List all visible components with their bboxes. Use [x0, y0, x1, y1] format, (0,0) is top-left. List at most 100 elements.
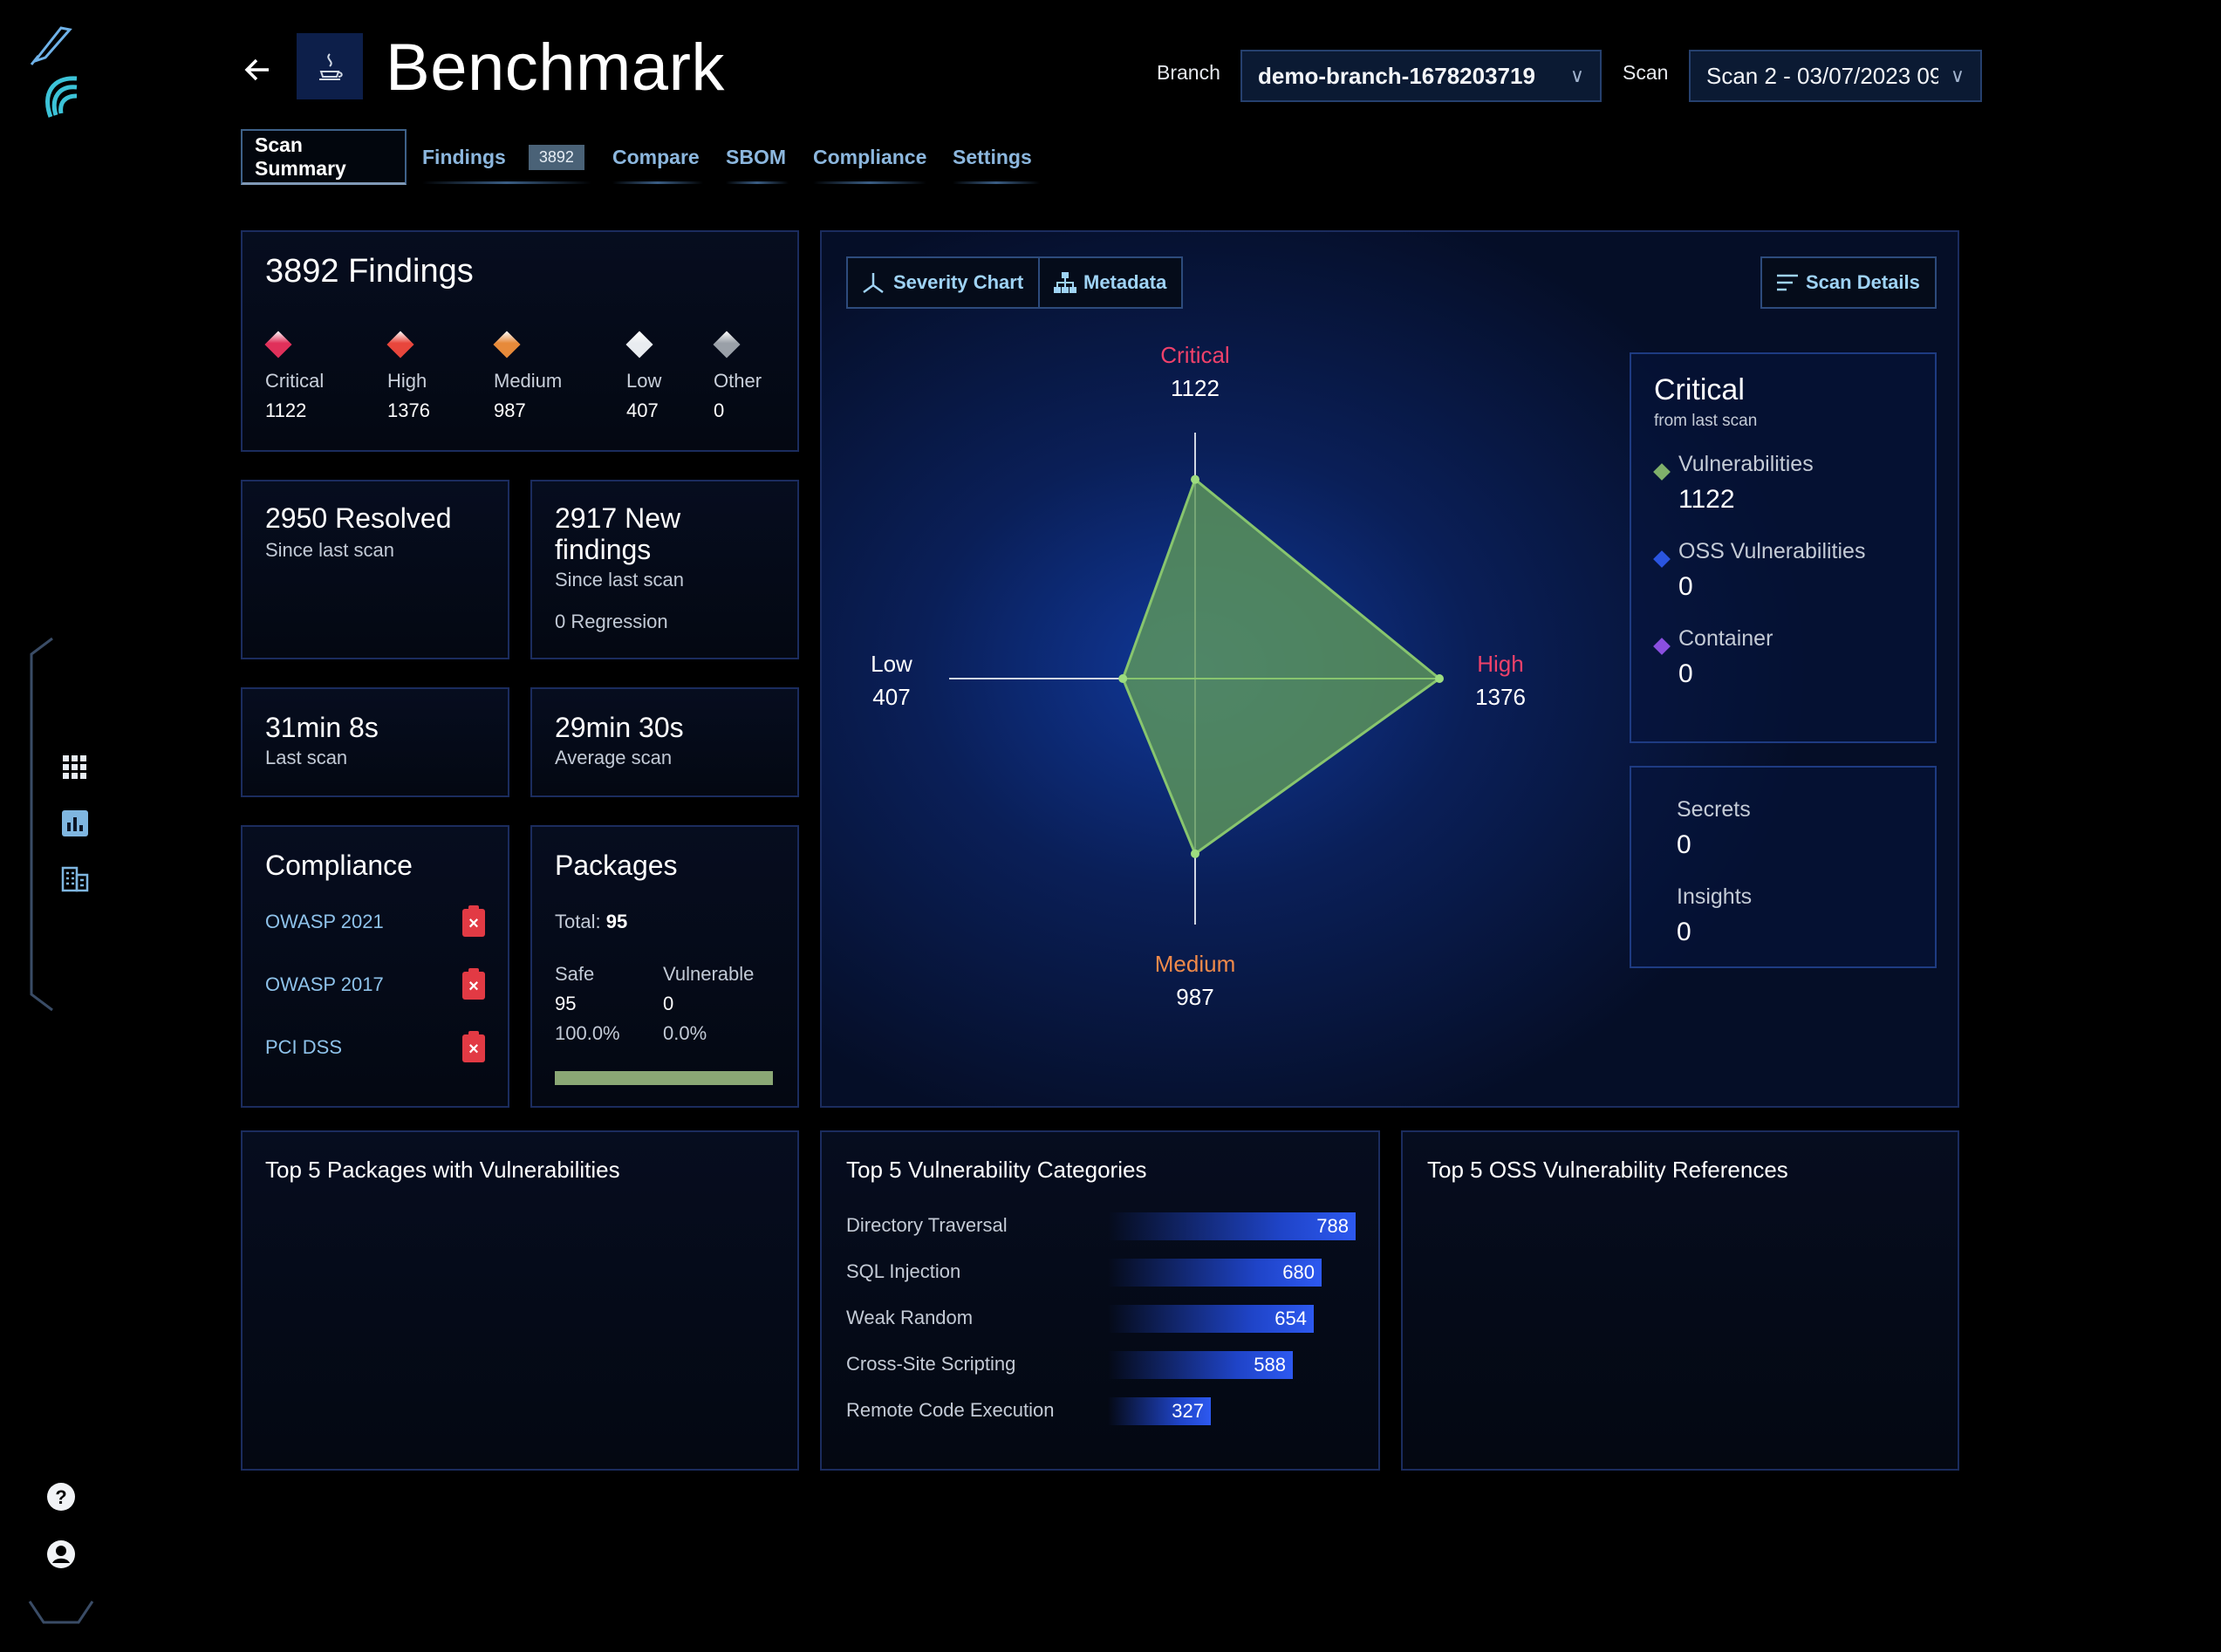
- category-bar: 588: [1108, 1351, 1293, 1379]
- low-severity-gem-icon: [625, 331, 653, 358]
- scan-details-button[interactable]: Scan Details: [1760, 256, 1937, 309]
- findings-title: 3892 Findings: [265, 253, 474, 290]
- severity-chart-label: Severity Chart: [893, 271, 1024, 293]
- account-icon[interactable]: [44, 1537, 79, 1572]
- category-label: Directory Traversal: [846, 1214, 1008, 1236]
- safe-label: Safe: [555, 963, 595, 985]
- last-scan-time: 31min 8s: [265, 712, 379, 743]
- last-scan-card: 31min 8s Last scan: [241, 687, 509, 797]
- page-title: Benchmark: [386, 31, 725, 105]
- compliance-item-owasp-2017[interactable]: OWASP 2017: [265, 973, 384, 995]
- category-label: SQL Injection: [846, 1260, 961, 1282]
- critical-item-value: 1122: [1678, 485, 1735, 514]
- pen-logo-icon[interactable]: [26, 21, 75, 70]
- secrets-insights-panel: Secrets 0 Insights 0: [1630, 766, 1937, 968]
- insights-value: 0: [1677, 918, 1691, 946]
- tab-label: Settings: [953, 145, 1032, 168]
- critical-summary-sub: from last scan: [1654, 412, 1758, 430]
- severity-chart-button[interactable]: Severity Chart: [846, 256, 1040, 309]
- critical-item-value: 0: [1678, 572, 1693, 601]
- category-bar: 327: [1108, 1397, 1211, 1425]
- medium-severity-count: 987: [494, 399, 526, 421]
- other-severity-label: Other: [714, 370, 762, 392]
- metadata-button[interactable]: Metadata: [1038, 256, 1183, 309]
- tab-sbom[interactable]: SBOM: [726, 129, 786, 185]
- top-oss-card: Top 5 OSS Vulnerability References: [1401, 1130, 1959, 1471]
- back-button[interactable]: [241, 52, 276, 87]
- average-scan-time: 29min 30s: [555, 712, 684, 743]
- apps-grid-icon[interactable]: [58, 750, 92, 785]
- filter-lines-icon: [1777, 274, 1798, 291]
- radar-point-low[interactable]: [1118, 674, 1128, 683]
- tab-scan-summary[interactable]: Scan Summary: [241, 129, 407, 185]
- severity-radar-chart: Critical 1122 High 1376 Medium 987 Low 407: [871, 342, 1526, 1010]
- packages-card: Packages Total: 95 Safe 95 100.0% Vulner…: [530, 825, 799, 1108]
- failed-clipboard-icon: ×: [462, 968, 485, 1000]
- tab-label: Compliance: [813, 145, 927, 168]
- chevron-down-icon: ∨: [1950, 65, 1965, 86]
- svg-text:?: ?: [55, 1486, 66, 1508]
- packages-title: Packages: [555, 850, 678, 881]
- radar-area: [1121, 477, 1442, 857]
- average-scan-card: 29min 30s Average scan: [530, 687, 799, 797]
- medium-severity-gem-icon: [493, 331, 521, 358]
- java-icon: [297, 33, 363, 99]
- resolved-sub: Since last scan: [265, 539, 394, 561]
- critical-item-label: OSS Vulnerabilities: [1678, 539, 1866, 563]
- tab-compliance[interactable]: Compliance: [813, 129, 926, 185]
- feather-logo-icon[interactable]: [35, 72, 84, 124]
- high-severity-count: 1376: [387, 399, 430, 421]
- radar-point-critical[interactable]: [1191, 474, 1199, 484]
- radar-chart-icon: [863, 273, 884, 294]
- building-icon[interactable]: [58, 862, 92, 897]
- failed-clipboard-icon: ×: [462, 1031, 485, 1062]
- other-severity-gem-icon: [713, 331, 741, 358]
- resolved-title: 2950 Resolved: [265, 502, 452, 534]
- compliance-item-owasp-2021[interactable]: OWASP 2021: [265, 911, 384, 932]
- resolved-card: 2950 Resolved Since last scan: [241, 480, 509, 659]
- low-severity-label: Low: [626, 370, 662, 392]
- vulnerable-percent: 0.0%: [663, 1022, 707, 1044]
- high-severity-gem-icon: [386, 331, 414, 358]
- tab-label: Compare: [612, 145, 700, 168]
- tab-findings[interactable]: Findings 3892: [422, 129, 584, 185]
- secrets-value: 0: [1677, 830, 1691, 859]
- radar-value-medium: 987: [1176, 984, 1213, 1010]
- packages-progress-track: [555, 1071, 773, 1085]
- new-findings-card: 2917 New findings Since last scan 0 Regr…: [530, 480, 799, 659]
- other-severity-count: 0: [714, 399, 725, 421]
- tab-compare[interactable]: Compare: [612, 129, 700, 185]
- compliance-item-pci-dss[interactable]: PCI DSS: [265, 1036, 343, 1058]
- severity-chart-panel: Severity Chart Metadata Scan Details Cri…: [820, 230, 1959, 1108]
- findings-count-badge: 3892: [528, 144, 584, 170]
- radar-label-critical: Critical: [1160, 342, 1229, 368]
- bar-chart-icon[interactable]: [58, 806, 92, 841]
- branch-value: demo-branch-1678203719: [1258, 62, 1535, 89]
- tab-label: Findings: [422, 145, 506, 168]
- scan-value: Scan 2 - 03/07/2023 09: [1706, 62, 1938, 89]
- regression-text: 0 Regression: [555, 611, 668, 632]
- branch-select[interactable]: demo-branch-1678203719 ∨: [1240, 50, 1602, 102]
- category-label: Weak Random: [846, 1307, 974, 1328]
- vulnerable-value: 0: [663, 993, 674, 1014]
- average-scan-sub: Average scan: [555, 747, 673, 768]
- top-oss-title: Top 5 OSS Vulnerability References: [1427, 1157, 1788, 1183]
- packages-progress-fill: [555, 1071, 773, 1085]
- help-icon[interactable]: ?: [44, 1479, 79, 1514]
- hierarchy-icon: [1054, 272, 1076, 293]
- radar-label-low: Low: [871, 651, 912, 677]
- findings-card: 3892 Findings Critical 1122 High 1376 Medium…: [241, 230, 799, 452]
- chevron-down-icon: ∨: [1569, 65, 1584, 86]
- top-packages-title: Top 5 Packages with Vulnerabilities: [265, 1157, 620, 1183]
- arrow-left-icon: [244, 58, 269, 81]
- radar-point-medium[interactable]: [1191, 849, 1199, 858]
- tab-settings[interactable]: Settings: [953, 129, 1032, 185]
- radar-point-high[interactable]: [1435, 674, 1444, 683]
- secrets-label: Secrets: [1677, 797, 1751, 822]
- radar-label-high: High: [1477, 651, 1523, 677]
- compliance-card: Compliance OWASP 2021 × OWASP 2017 × PCI…: [241, 825, 509, 1108]
- critical-severity-count: 1122: [265, 399, 307, 421]
- scan-details-label: Scan Details: [1806, 271, 1920, 293]
- critical-summary-title: Critical: [1654, 373, 1745, 406]
- scan-select[interactable]: Scan 2 - 03/07/2023 09 ∨: [1689, 50, 1982, 102]
